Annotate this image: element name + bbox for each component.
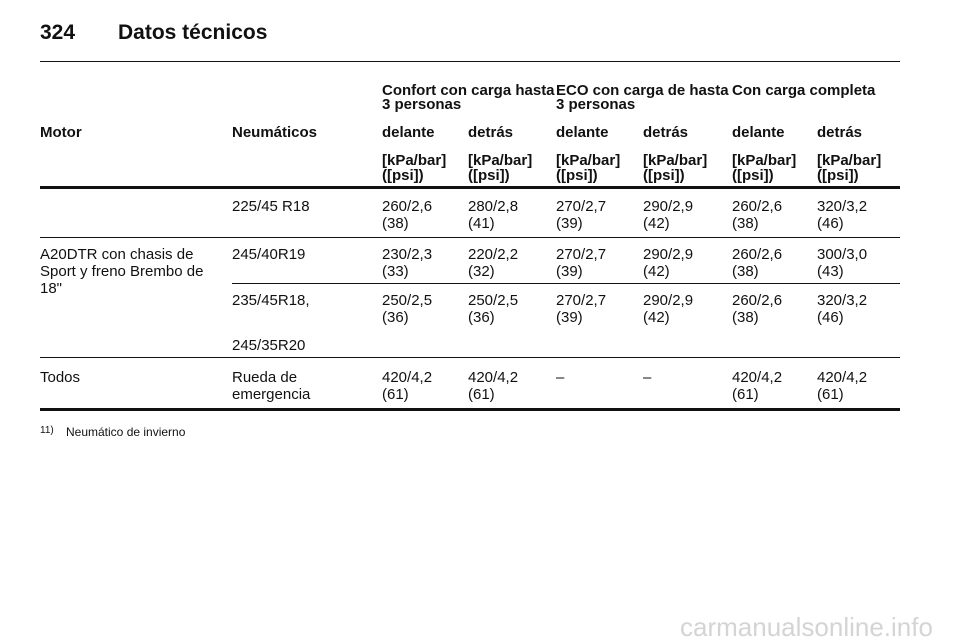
table-cell: 220/2,2 bbox=[468, 246, 519, 263]
table-cell: 420/4,2 bbox=[468, 369, 519, 386]
column-header: delante bbox=[732, 124, 785, 141]
footnote-marker: 11) bbox=[40, 425, 54, 436]
column-header: detrás bbox=[468, 124, 514, 141]
table-cell: 245/40R19 bbox=[232, 246, 306, 263]
table-cell: (61) bbox=[817, 386, 844, 403]
table-cell: 245/35R20 bbox=[232, 337, 306, 354]
row-rule bbox=[40, 237, 900, 238]
group-header: Confort con carga hasta bbox=[382, 82, 555, 99]
page-number: 324 bbox=[40, 21, 76, 44]
table-cell: (61) bbox=[732, 386, 759, 403]
table-cell: Rueda de bbox=[232, 369, 298, 386]
table-cell: 235/45R18, bbox=[232, 292, 310, 309]
table-cell: 420/4,2 bbox=[732, 369, 783, 386]
column-header: detrás bbox=[643, 124, 689, 141]
table-cell: 320/3,2 bbox=[817, 198, 868, 215]
table-cell: (43) bbox=[817, 263, 844, 280]
table-cell: 280/2,8 bbox=[468, 198, 519, 215]
unit-header: [kPa/bar] bbox=[556, 152, 621, 169]
unit-header: ([psi]) bbox=[556, 167, 598, 184]
table-bottom-rule bbox=[40, 408, 900, 411]
table-cell: A20DTR con chasis de bbox=[40, 246, 194, 263]
table-cell: (38) bbox=[732, 309, 759, 326]
row-rule bbox=[40, 357, 900, 358]
group-header: 3 personas bbox=[382, 96, 462, 113]
table-cell: 290/2,9 bbox=[643, 292, 694, 309]
unit-header: [kPa/bar] bbox=[817, 152, 882, 169]
table-cell: (42) bbox=[643, 309, 670, 326]
table-cell: 270/2,7 bbox=[556, 198, 607, 215]
table-cell: – bbox=[556, 369, 565, 386]
column-header: delante bbox=[382, 124, 435, 141]
table-cell: 250/2,5 bbox=[382, 292, 433, 309]
watermark: carmanualsonline.info bbox=[680, 612, 933, 642]
table-cell: (32) bbox=[468, 263, 495, 280]
table-cell: (33) bbox=[382, 263, 409, 280]
table-cell: (42) bbox=[643, 263, 670, 280]
table-cell: (39) bbox=[556, 309, 583, 326]
table-cell: 260/2,6 bbox=[732, 198, 783, 215]
table-cell: 270/2,7 bbox=[556, 246, 607, 263]
table-cell: 225/45 R18 bbox=[232, 198, 310, 215]
group-header: ECO con carga de hasta bbox=[556, 82, 729, 99]
table-cell: (61) bbox=[468, 386, 495, 403]
table-cell: 260/2,6 bbox=[382, 198, 433, 215]
table-cell: 230/2,3 bbox=[382, 246, 433, 263]
table-cell: 18" bbox=[40, 280, 63, 297]
unit-header: [kPa/bar] bbox=[382, 152, 447, 169]
table-cell: 300/3,0 bbox=[817, 246, 868, 263]
table-cell: Sport y freno Brembo de bbox=[40, 263, 204, 280]
header-rule bbox=[40, 61, 900, 62]
table-header-rule bbox=[40, 186, 900, 189]
table-cell: 420/4,2 bbox=[382, 369, 433, 386]
column-header: Motor bbox=[40, 124, 82, 141]
table-cell: 420/4,2 bbox=[817, 369, 868, 386]
unit-header: [kPa/bar] bbox=[643, 152, 708, 169]
table-cell: (38) bbox=[732, 215, 759, 232]
column-header: Neumáticos bbox=[232, 124, 318, 141]
unit-header: [kPa/bar] bbox=[468, 152, 533, 169]
table-cell: (39) bbox=[556, 263, 583, 280]
unit-header: ([psi]) bbox=[643, 167, 685, 184]
table-cell: Todos bbox=[40, 369, 81, 386]
group-header: 3 personas bbox=[556, 96, 636, 113]
table-cell: 250/2,5 bbox=[468, 292, 519, 309]
group-header: Con carga completa bbox=[732, 82, 876, 99]
table-cell: 270/2,7 bbox=[556, 292, 607, 309]
table-cell: – bbox=[643, 369, 652, 386]
table-cell: (42) bbox=[643, 215, 670, 232]
table-cell: emergencia bbox=[232, 386, 311, 403]
table-cell: (38) bbox=[732, 263, 759, 280]
footnote-text: Neumático de invierno bbox=[66, 425, 186, 439]
table-cell: (41) bbox=[468, 215, 495, 232]
table-cell: 290/2,9 bbox=[643, 246, 694, 263]
table-cell: 260/2,6 bbox=[732, 246, 783, 263]
table-cell: 260/2,6 bbox=[732, 292, 783, 309]
column-header: delante bbox=[556, 124, 609, 141]
column-header: detrás bbox=[817, 124, 863, 141]
table-cell: (36) bbox=[468, 309, 495, 326]
table-cell: 320/3,2 bbox=[817, 292, 868, 309]
table-cell: (39) bbox=[556, 215, 583, 232]
table-cell: (46) bbox=[817, 215, 844, 232]
table-cell: (61) bbox=[382, 386, 409, 403]
unit-header: [kPa/bar] bbox=[732, 152, 797, 169]
row-rule bbox=[232, 283, 900, 284]
unit-header: ([psi]) bbox=[382, 167, 424, 184]
unit-header: ([psi]) bbox=[468, 167, 510, 184]
table-cell: 290/2,9 bbox=[643, 198, 694, 215]
unit-header: ([psi]) bbox=[732, 167, 774, 184]
page-title: Datos técnicos bbox=[118, 21, 268, 44]
table-cell: (46) bbox=[817, 309, 844, 326]
table-cell: (38) bbox=[382, 215, 409, 232]
table-cell: (36) bbox=[382, 309, 409, 326]
unit-header: ([psi]) bbox=[817, 167, 859, 184]
